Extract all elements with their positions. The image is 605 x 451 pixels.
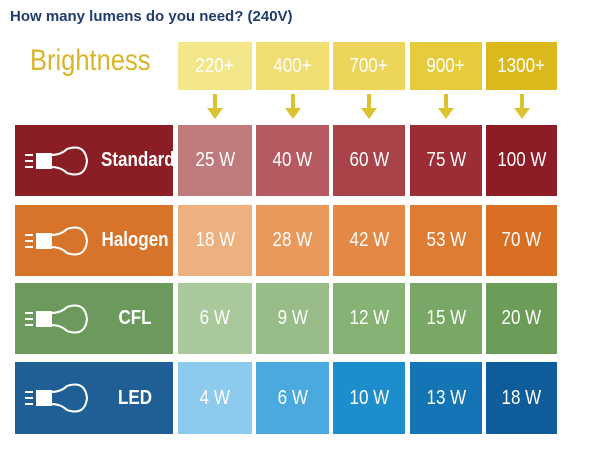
arrow [361,94,377,119]
table-cell-text: 6 W [277,386,308,409]
arrow [284,94,301,119]
table-cell: 42 W [333,205,405,276]
table-cell-text: 100 W [496,149,547,171]
arrow [513,94,530,119]
column-header: 700+ [333,42,405,90]
table-cell-text: 12 W [349,307,389,329]
table-cell: 20 W [486,283,557,354]
table-cell: 4 W [178,362,252,434]
table-cell: 100 W [486,125,557,196]
row-label-text: CFL [118,307,152,329]
page-title: How many lumens do you need? (240V) [10,8,293,25]
table-cell-text: 20 W [501,307,542,329]
table-cell: 53 W [410,205,482,276]
row-label: CFL [15,283,173,354]
table-cell: 25 W [178,125,252,196]
table-cell-text: 4 W [199,386,231,409]
table-cell: 40 W [256,125,329,196]
table-cell: 10 W [333,362,405,434]
row-label-text: Standard [101,149,175,171]
bulb-icon [25,383,89,413]
column-header: 1300+ [486,42,557,90]
row-label: Halogen [15,205,173,276]
row-label: Standard [15,125,175,196]
table-cell-text: 25 W [195,149,235,171]
column-header-text: 1300+ [497,54,546,77]
table-cell: 18 W [178,205,252,276]
table-cell-text: 15 W [426,307,466,329]
table-cell-text: 60 W [349,149,389,171]
column-header: 900+ [410,42,482,90]
table-cell: 70 W [486,205,557,276]
bulb-icon [25,226,89,255]
table-cell: 13 W [410,362,482,434]
column-header: 220+ [178,42,252,90]
table-cell-text: 53 W [426,229,466,251]
column-header-text: 900+ [426,54,466,77]
table-cell-text: 13 W [426,386,466,409]
brightness-label: Brightness [30,44,151,77]
table-cell: 9 W [256,283,329,354]
table-cell-text: 28 W [272,229,313,251]
table-cell-text: 18 W [195,229,235,251]
table-cell: 6 W [256,362,329,434]
row-label-text: LED [118,386,152,409]
table-cell: 15 W [410,283,482,354]
column-header-text: 220+ [195,54,235,77]
table-cell-text: 9 W [277,307,308,329]
bulb-icon [25,304,89,333]
arrow [207,94,223,119]
table-cell-text: 70 W [501,229,542,251]
column-header: 400+ [256,42,329,90]
row-label: LED [15,362,173,434]
table-cell-text: 6 W [199,307,231,329]
table-cell-text: 40 W [272,149,313,171]
bulb-icon [25,146,89,175]
column-header-text: 400+ [273,54,312,77]
arrow [438,94,454,119]
table-cell-text: 10 W [349,386,389,409]
table-cell: 12 W [333,283,405,354]
table-cell: 28 W [256,205,329,276]
table-cell-text: 42 W [349,229,389,251]
table-cell: 75 W [410,125,482,196]
table-cell: 60 W [333,125,405,196]
table-cell-text: 18 W [501,386,542,409]
row-label-text: Halogen [101,229,169,251]
column-header-text: 700+ [349,54,389,77]
table-cell: 18 W [486,362,557,434]
table-cell: 6 W [178,283,252,354]
table-cell-text: 75 W [426,149,466,171]
